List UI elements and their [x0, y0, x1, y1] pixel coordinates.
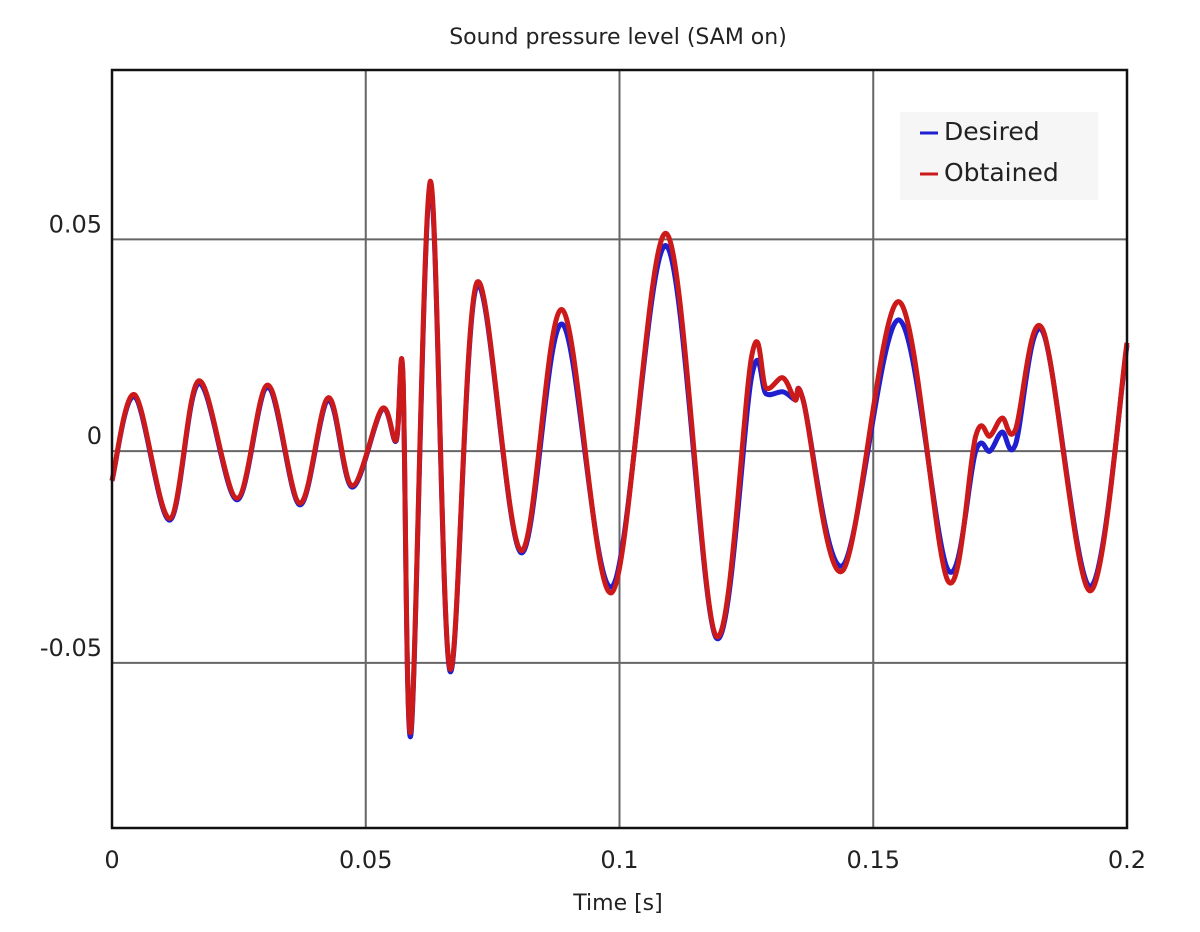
legend: Desired Obtained	[900, 112, 1098, 200]
legend-box	[900, 112, 1098, 200]
x-tick-label: 0	[104, 846, 119, 874]
legend-label: Desired	[944, 117, 1040, 146]
x-tick-label: 0.15	[847, 846, 900, 874]
x-tick-label: 0.1	[600, 846, 638, 874]
legend-label: Obtained	[944, 158, 1059, 187]
y-tick-label: -0.05	[40, 634, 102, 662]
y-tick-label: 0	[87, 422, 102, 450]
series-line	[109, 178, 1130, 736]
lines	[109, 178, 1130, 740]
y-tick-label: 0.05	[49, 210, 102, 238]
x-axis-label: Time [s]	[572, 891, 662, 916]
x-tick-label: 0.05	[339, 846, 392, 874]
chart-title: Sound pressure level (SAM on)	[449, 25, 787, 50]
plot-frame	[110, 68, 1129, 830]
x-tick-label: 0.2	[1108, 846, 1146, 874]
